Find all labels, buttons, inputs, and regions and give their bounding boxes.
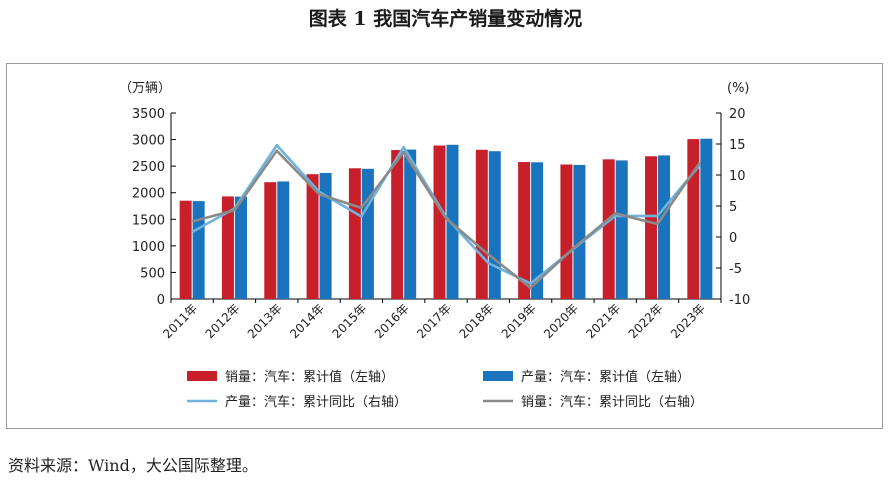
sales-bar xyxy=(687,139,700,299)
production-bar xyxy=(234,196,247,299)
legend-label: 产量：汽车：累计值（左轴） xyxy=(521,369,690,385)
chart-legend: 销量：汽车：累计值（左轴） 产量：汽车：累计值（左轴） 产量：汽车：累计同比（右轴）… xyxy=(187,369,703,410)
production-bar xyxy=(700,138,713,299)
sales-bar xyxy=(645,156,658,299)
legend-swatch-bar xyxy=(483,371,513,381)
x-tick-label: 2021年 xyxy=(583,301,623,341)
figure-title: 图表 1 我国汽车产销量变动情况 xyxy=(308,8,583,30)
chart-frame: 0 500 1000 1500 2000 2500 3000 3500 （万辆） -10 -5 0 5 1… xyxy=(6,63,883,429)
sales-bar xyxy=(348,168,361,299)
x-tick-label: 2022年 xyxy=(626,301,666,341)
x-tick-label: 2011年 xyxy=(160,301,200,341)
y-right-tick-label: -5 xyxy=(729,262,742,277)
y-right-tick-label: 15 xyxy=(729,138,746,153)
x-tick-label: 2013年 xyxy=(245,301,285,341)
production-bar xyxy=(446,144,459,299)
sales-bar xyxy=(221,196,234,299)
y-right-unit-label: (%) xyxy=(727,81,750,96)
production-bar xyxy=(615,160,628,299)
legend-swatch-bar xyxy=(187,371,217,381)
y-left-tick-label: 0 xyxy=(157,293,165,308)
y-left-tick-label: 2000 xyxy=(132,187,165,202)
x-tick-labels: 2011年 2012年 2013年 2014年 2015年 2016年 2017年 2018年… xyxy=(160,301,708,341)
y-right-tick-label: 5 xyxy=(729,200,737,215)
x-tick-label: 2020年 xyxy=(541,301,581,341)
sales-bar xyxy=(433,145,446,299)
y-left-tick-label: 3000 xyxy=(132,134,165,149)
x-tick-label: 2014年 xyxy=(287,301,327,341)
sales-bar xyxy=(306,174,319,299)
sales-bar xyxy=(391,150,404,299)
chart-bars xyxy=(179,138,713,299)
y-left-tick-label: 2500 xyxy=(132,160,165,175)
sales-bar xyxy=(560,164,573,299)
chart-lines xyxy=(191,143,701,290)
sales-bar xyxy=(475,149,488,299)
production-bar xyxy=(573,164,586,299)
production-bar xyxy=(192,201,205,299)
production-bar xyxy=(277,181,290,299)
x-tick-label: 2018年 xyxy=(456,301,496,341)
y-right-tick-label: 0 xyxy=(729,231,737,246)
y-right-tick-label: -10 xyxy=(729,293,750,308)
x-tick-label: 2015年 xyxy=(330,301,370,341)
x-tick-label: 2016年 xyxy=(372,301,412,341)
production-bar xyxy=(488,151,501,299)
chart-svg: 0 500 1000 1500 2000 2500 3000 3500 （万辆） -10 -5 0 5 1… xyxy=(119,81,750,410)
sales-bar xyxy=(602,159,615,299)
x-tick-label: 2019年 xyxy=(499,301,539,341)
y-left-tick-label: 1500 xyxy=(132,213,165,228)
y-left-tick-label: 1000 xyxy=(132,240,165,255)
legend-label: 产量：汽车：累计同比（右轴） xyxy=(225,394,407,410)
y-right-tick-label: 20 xyxy=(729,107,746,122)
y-left-unit-label: （万辆） xyxy=(119,81,171,96)
legend-label: 销量：汽车：累计同比（右轴） xyxy=(521,394,703,410)
sales-bar xyxy=(179,200,192,299)
sales-bar xyxy=(264,182,277,299)
sales-yoy-line xyxy=(191,149,701,290)
production-bar xyxy=(658,155,671,299)
source-note: 资料来源：Wind，大公国际整理。 xyxy=(8,456,258,475)
y-right-tick-label: 10 xyxy=(729,169,746,184)
x-tick-label: 2017年 xyxy=(414,301,454,341)
production-bar xyxy=(319,172,332,299)
x-tick-label: 2023年 xyxy=(668,301,708,341)
x-tick-label: 2012年 xyxy=(203,301,243,341)
chart-axes: 0 500 1000 1500 2000 2500 3000 3500 （万辆） -10 -5 0 5 1… xyxy=(119,81,750,308)
production-bar xyxy=(361,168,374,299)
y-left-tick-label: 3500 xyxy=(132,107,165,122)
sales-bar xyxy=(518,162,531,299)
y-left-tick-label: 500 xyxy=(140,266,165,281)
production-bar xyxy=(531,162,544,299)
production-bar xyxy=(404,149,417,299)
legend-label: 销量：汽车：累计值（左轴） xyxy=(225,369,394,385)
